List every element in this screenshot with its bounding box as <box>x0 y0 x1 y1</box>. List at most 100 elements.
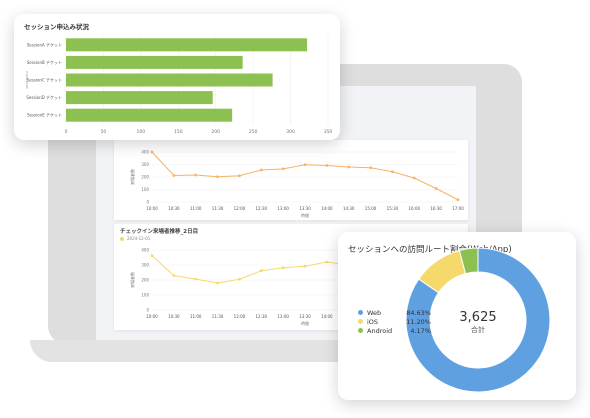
line1-point <box>412 176 416 180</box>
line1-x-tick-label: 15:00 <box>365 206 377 211</box>
line2-x-tick-label: 11:00 <box>190 314 202 319</box>
line2-x-tick-label: 14:00 <box>321 314 333 319</box>
line2-y-tick-label: 100 <box>141 293 149 298</box>
legend-label: 2024-12-01 <box>127 236 151 241</box>
bar-4 <box>66 91 213 105</box>
line2-point <box>259 269 263 273</box>
bar-category-label: SessionE チケット <box>27 112 62 118</box>
line1-point <box>456 198 460 202</box>
bar-chart-svg: 0 50 100 150 200 250 300 350 SessionA チケット Sessio… <box>24 36 333 135</box>
line1-y-tick-label: 100 <box>141 187 149 192</box>
line1-y-tick-label: 300 <box>141 162 149 167</box>
line2-x-tick-label: 10:00 <box>146 314 158 319</box>
bar-x-tick-label: 300 <box>286 129 295 135</box>
line1-point <box>194 173 198 177</box>
line1-x-tick-label: 13:30 <box>299 206 311 211</box>
line2-point <box>238 277 241 281</box>
checkin-chart-title: チェックイン来場者推移_2日目 <box>120 229 199 235</box>
line1-x-tick-label: 14:30 <box>343 206 355 211</box>
legend-swatch-ios <box>358 319 363 324</box>
line2-point <box>172 274 176 277</box>
line2-point <box>325 260 329 264</box>
line2-y-tick-label: 300 <box>141 263 149 268</box>
bar-5 <box>66 108 233 122</box>
line2-x-tick-label: 11:30 <box>212 314 224 319</box>
line2-y-tick-label: 0 <box>146 308 149 313</box>
line1-y-tick-label: 0 <box>146 200 149 205</box>
legend-swatch <box>120 236 124 241</box>
bar-3 <box>66 73 273 87</box>
bar-chart-title: セッション申込み状況 <box>24 23 89 31</box>
legend-percent: 4.17% <box>410 326 431 335</box>
legend-name: Web <box>367 308 382 317</box>
bar-x-tick-label: 350 <box>324 129 333 135</box>
legend-name: Android <box>367 326 393 335</box>
bar-x-tick-label: 0 <box>65 129 68 135</box>
line2-point <box>281 266 285 270</box>
legend-swatch-web <box>358 310 363 315</box>
line1-y-tick-label: 400 <box>141 150 149 155</box>
bar-y-axis-label: sessionId <box>24 71 29 89</box>
checkin-chart-legend: 2024-12-01 <box>120 236 150 241</box>
line1-x-tick-label: 10:00 <box>146 206 158 211</box>
line1-x-axis-label: 時間 <box>301 212 309 218</box>
line2-point <box>150 254 154 258</box>
line1-point <box>347 165 351 169</box>
bar-x-tick-label: 200 <box>211 129 220 135</box>
line2-x-axis-label: 時間 <box>301 320 309 326</box>
line1-point <box>281 167 285 171</box>
line1-point <box>150 150 154 154</box>
bar-category-label: SessionC チケット <box>27 77 62 83</box>
legend-name: iOS <box>367 317 379 326</box>
line-chart-panel: 0 100 200 300 400 10:00 10:30 11:00 11:30 12:00 12… <box>114 140 468 220</box>
line2-x-tick-label: 10:30 <box>168 314 180 319</box>
line2-point <box>194 277 198 281</box>
line1-point <box>172 174 176 177</box>
line2-x-tick-label: 13:00 <box>277 314 289 319</box>
line1-y-axis-label: 来場者数 <box>129 169 135 185</box>
line1-x-tick-label: 14:00 <box>321 206 333 211</box>
line1-x-tick-label: 11:00 <box>190 206 202 211</box>
donut-legend: Web 84.63% iOS 11.20% Android 4.17% <box>358 308 431 335</box>
line1-x-tick-label: 12:00 <box>234 206 246 211</box>
bar-x-tick-label: 150 <box>174 129 183 135</box>
line1-x-tick-label: 11:30 <box>212 206 224 211</box>
line1-point <box>259 168 263 172</box>
line1-series-line <box>151 151 459 201</box>
legend-item-ios: iOS 11.20% <box>358 317 431 326</box>
session-bar-chart-card: セッション申込み状況 0 50 100 150 200 250 300 350 SessionA… <box>14 14 340 140</box>
line2-point <box>216 281 219 285</box>
bar-category-label: SessionD チケット <box>26 94 62 100</box>
line2-x-tick-label: 12:00 <box>234 314 246 319</box>
bar-2 <box>66 55 243 69</box>
line1-y-tick-label: 200 <box>141 175 149 180</box>
line1-point <box>369 166 372 170</box>
bar-x-tick-label: 50 <box>101 129 107 135</box>
line-chart-svg: 0 100 200 300 400 10:00 10:30 11:00 11:30 12:00 12… <box>129 150 464 219</box>
line2-y-tick-label: 200 <box>141 278 149 283</box>
donut-chart-title: セッションへの訪問ルート割合(Web/App) <box>348 245 512 255</box>
line2-y-tick-label: 400 <box>141 248 149 253</box>
line1-point <box>434 187 438 190</box>
line1-x-tick-label: 16:00 <box>409 206 421 211</box>
bar-category-label: SessionB チケット <box>27 59 62 65</box>
line1-x-tick-label: 10:30 <box>168 206 180 211</box>
bar-x-tick-label: 250 <box>249 129 258 135</box>
legend-item-android: Android 4.17% <box>358 326 431 335</box>
donut-total-value: 3,625 <box>459 310 497 325</box>
line1-x-tick-label: 15:30 <box>387 206 399 211</box>
line1-point <box>325 164 329 167</box>
line1-x-tick-label: 12:30 <box>256 206 268 211</box>
bar-category-label: SessionA チケット <box>27 41 62 47</box>
line1-x-tick-label: 17:00 <box>452 206 464 211</box>
line1-point <box>391 170 394 174</box>
line2-x-tick-label: 12:30 <box>256 314 268 319</box>
bar-1 <box>66 38 308 52</box>
line1-point <box>238 174 241 178</box>
line1-point <box>303 163 307 167</box>
line2-y-axis-label: 来場者数 <box>129 272 135 288</box>
legend-swatch-android <box>358 328 363 333</box>
line1-x-tick-label: 13:00 <box>277 206 289 211</box>
line1-x-tick-label: 16:30 <box>430 206 442 211</box>
bar-x-tick-label: 100 <box>137 129 146 135</box>
